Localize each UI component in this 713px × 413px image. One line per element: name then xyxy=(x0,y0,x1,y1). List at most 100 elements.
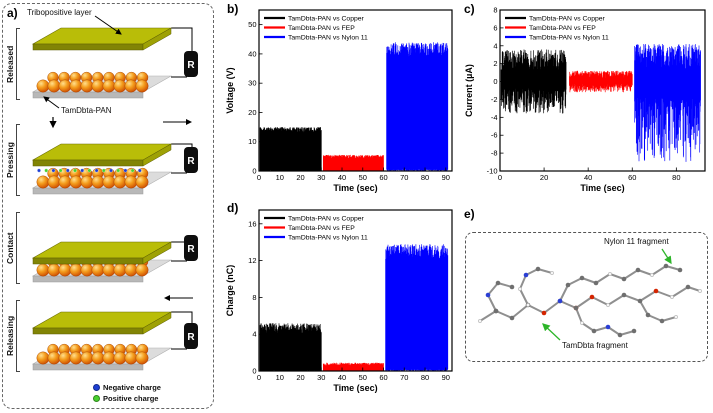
charge-chart: 0 10 20 30 40 50 60 70 80 90 0 4 8 12 16 Time (sec) Char… xyxy=(225,209,453,393)
resistor-label: R xyxy=(187,332,195,343)
x-axis-label: Time (sec) xyxy=(333,183,377,193)
panel-e-letter: e) xyxy=(464,207,475,221)
stage-pressing-diagram: R xyxy=(31,119,198,195)
svg-text:-4: -4 xyxy=(491,113,498,122)
negative-charge-icon xyxy=(93,384,100,391)
svg-text:30: 30 xyxy=(317,373,325,382)
resistor-label: R xyxy=(187,244,195,255)
y-axis-label: Charge (nC) xyxy=(225,265,235,317)
svg-text:30: 30 xyxy=(317,173,325,182)
svg-text:60: 60 xyxy=(379,173,387,182)
panel-a-letter: a) xyxy=(7,6,18,20)
current-chart: 0 20 40 60 80 -10 -8 -6 -4 -2 0 2 4 6 8 Time (sec) Curre… xyxy=(464,6,706,193)
svg-text:-8: -8 xyxy=(491,149,498,158)
svg-text:80: 80 xyxy=(421,373,429,382)
legend-entry: TamDbta-PAN vs Copper xyxy=(529,16,606,23)
svg-text:20: 20 xyxy=(248,108,256,117)
resistor-box xyxy=(184,51,198,77)
svg-text:90: 90 xyxy=(442,373,450,382)
svg-text:40: 40 xyxy=(248,49,256,58)
x-axis-label: Time (sec) xyxy=(580,183,624,193)
svg-text:-2: -2 xyxy=(491,95,498,104)
x-axis-label: Time (sec) xyxy=(333,383,377,393)
y-axis-label: Current (µA) xyxy=(464,64,474,117)
svg-text:10: 10 xyxy=(248,137,256,146)
stage-label-contact: Contact xyxy=(5,232,15,264)
svg-text:0: 0 xyxy=(257,173,261,182)
stage-releasing-diagram: R xyxy=(31,295,198,371)
svg-text:90: 90 xyxy=(442,173,450,182)
resistor-box xyxy=(184,235,198,261)
chart-frame xyxy=(499,9,706,172)
stage-released-diagram: R xyxy=(31,27,198,99)
svg-text:4: 4 xyxy=(493,41,497,50)
stage-label-released: Released xyxy=(5,45,15,83)
resistor-label: R xyxy=(187,156,195,167)
svg-text:40: 40 xyxy=(584,173,592,182)
series-TamDbta-PAN-vs-Nylon-11 xyxy=(386,42,449,171)
tamdbta-fragment-label: TamDbta fragment xyxy=(562,341,628,350)
svg-text:8: 8 xyxy=(493,6,497,15)
y-axis-label: Voltage (V) xyxy=(225,67,235,113)
svg-text:0: 0 xyxy=(493,77,497,86)
svg-text:40: 40 xyxy=(338,173,346,182)
chart-frame xyxy=(258,9,453,172)
svg-text:2: 2 xyxy=(493,59,497,68)
svg-text:-6: -6 xyxy=(491,131,498,140)
panel-c-letter: c) xyxy=(464,2,475,16)
stage-bracket xyxy=(16,124,20,196)
svg-text:60: 60 xyxy=(628,173,636,182)
panel-e-molecule-box: Nylon 11 fragment TamDbta fragment xyxy=(465,232,708,362)
series-TamDbta-PAN-vs-Copper xyxy=(259,323,322,371)
positive-charge-icon xyxy=(93,395,100,402)
transition-down-arrow xyxy=(49,117,57,129)
svg-text:20: 20 xyxy=(296,173,304,182)
stage-contact-diagram: R xyxy=(31,235,198,283)
negative-charge-label: Negative charge xyxy=(103,383,161,392)
legend-entry: TamDbta-PAN vs Nylon 11 xyxy=(288,235,368,242)
legend-entry: TamDbta-PAN vs Nylon 11 xyxy=(529,35,609,42)
nylon-fragment-label: Nylon 11 fragment xyxy=(604,237,669,246)
svg-text:20: 20 xyxy=(296,373,304,382)
material-label: TamDbta-PAN xyxy=(61,106,112,115)
resistor-box xyxy=(184,323,198,349)
panel-a-schematic: a) Tribopositive layer Released R Pressi… xyxy=(2,3,214,409)
svg-text:0: 0 xyxy=(498,173,502,182)
svg-text:4: 4 xyxy=(252,330,256,339)
svg-text:16: 16 xyxy=(248,219,256,228)
series-TamDbta-PAN-vs-Copper xyxy=(500,49,567,114)
svg-text:10: 10 xyxy=(276,373,284,382)
svg-text:70: 70 xyxy=(400,173,408,182)
panel-b-letter: b) xyxy=(227,2,239,16)
legend-entry: TamDbta-PAN vs Nylon 11 xyxy=(288,35,368,42)
svg-text:40: 40 xyxy=(338,373,346,382)
svg-text:20: 20 xyxy=(540,173,548,182)
svg-text:50: 50 xyxy=(359,373,367,382)
positive-charge-label: Positive charge xyxy=(103,394,159,403)
panel-d-letter: d) xyxy=(227,201,239,215)
legend-entry: TamDbta-PAN vs Copper xyxy=(288,16,365,23)
svg-text:50: 50 xyxy=(248,20,256,29)
stage-bracket xyxy=(16,212,20,284)
svg-text:0: 0 xyxy=(252,367,256,376)
tribopositive-layer-label: Tribopositive layer xyxy=(27,8,92,17)
stage-bracket xyxy=(16,28,20,100)
tribopositive-arrow xyxy=(94,15,122,35)
svg-text:70: 70 xyxy=(400,373,408,382)
svg-text:6: 6 xyxy=(493,23,497,32)
svg-text:80: 80 xyxy=(672,173,680,182)
series-TamDbta-PAN-vs-FEP xyxy=(569,70,633,93)
chart-frame xyxy=(258,209,453,372)
series-TamDbta-PAN-vs-Nylon-11 xyxy=(385,244,449,371)
svg-text:0: 0 xyxy=(257,373,261,382)
legend-entry: TamDbta-PAN vs FEP xyxy=(529,25,596,32)
svg-text:30: 30 xyxy=(248,79,256,88)
svg-text:8: 8 xyxy=(252,293,256,302)
legend-entry: TamDbta-PAN vs FEP xyxy=(288,25,355,32)
legend-negative-charge: Negative charge xyxy=(93,383,161,392)
resistor-label: R xyxy=(187,60,195,71)
legend-positive-charge: Positive charge xyxy=(93,394,158,403)
svg-text:12: 12 xyxy=(248,256,256,265)
